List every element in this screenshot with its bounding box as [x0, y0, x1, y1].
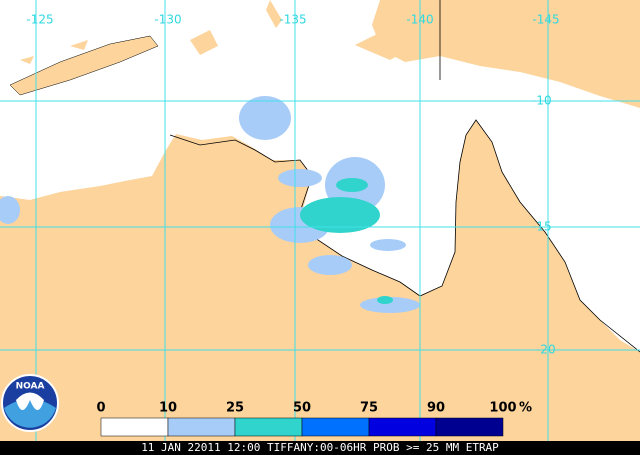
- lat-label: -10: [532, 94, 552, 108]
- legend-swatch: [301, 417, 370, 437]
- legend: 0 10 25 50 75 90 100%: [96, 401, 532, 437]
- logo-text: NOAA: [16, 382, 45, 392]
- lon-label: -140: [406, 13, 433, 27]
- legend-label: 90: [427, 401, 445, 416]
- lon-label: -145: [532, 13, 559, 27]
- legend-label: 10: [159, 401, 177, 416]
- footer-bar: [0, 441, 640, 455]
- legend-swatch: [167, 417, 236, 437]
- lat-label: -15: [532, 220, 552, 234]
- legend-swatch: [435, 417, 504, 437]
- legend-unit: %: [519, 401, 532, 416]
- legend-swatch: [100, 417, 169, 437]
- precip-area: [278, 169, 322, 187]
- graticule: [0, 0, 640, 441]
- precip-area: [336, 178, 368, 192]
- logo-gull: [16, 392, 44, 410]
- noaa-logo: NOAA: [1, 374, 59, 432]
- legend-label: 75: [360, 401, 378, 416]
- legend-label: 0: [96, 401, 105, 416]
- precip-area: [239, 96, 291, 140]
- legend-swatch: [234, 417, 303, 437]
- lon-label: -130: [154, 13, 181, 27]
- legend-label: 50: [293, 401, 311, 416]
- lon-label: -135: [279, 13, 306, 27]
- precip: [0, 96, 420, 313]
- precip-area: [0, 196, 20, 224]
- lon-label: -125: [26, 13, 53, 27]
- border: [169, 0, 640, 353]
- legend-swatch: [368, 417, 437, 437]
- legend-label: 100: [489, 401, 516, 416]
- legend-label: 25: [226, 401, 244, 416]
- precip-area: [300, 197, 380, 233]
- logo-wave: [4, 399, 56, 428]
- precip-area: [370, 239, 406, 251]
- island: [9, 35, 159, 96]
- precip-area: [308, 255, 352, 275]
- precip-area: [360, 297, 420, 313]
- precip-area: [377, 296, 393, 304]
- footer-text: 11 JAN 22011 12:00 TIFFANY:00-06HR PROB …: [141, 441, 499, 454]
- lat-label: -20: [536, 343, 556, 357]
